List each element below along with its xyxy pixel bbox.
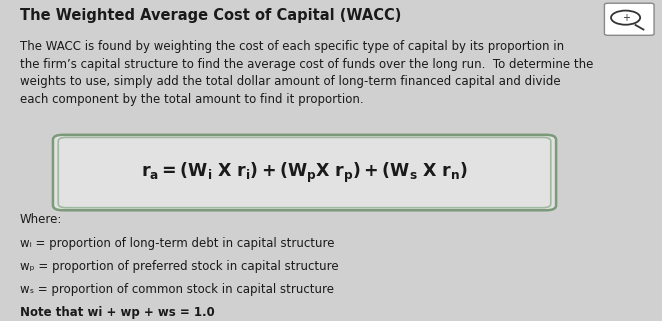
Text: Note that wi + wp + ws = 1.0: Note that wi + wp + ws = 1.0 (20, 306, 214, 319)
Text: The WACC is found by weighting the cost of each specific type of capital by its : The WACC is found by weighting the cost … (20, 40, 593, 106)
Text: wᵢ = proportion of long-term debt in capital structure: wᵢ = proportion of long-term debt in cap… (20, 237, 334, 249)
Text: $\mathbf{r_a = (W_i\ X\ r_i) + (W_p X\ r_p) + (W_s\ X\ r_n)}$: $\mathbf{r_a = (W_i\ X\ r_i) + (W_p X\ r… (141, 160, 468, 185)
Text: wₚ = proportion of preferred stock in capital structure: wₚ = proportion of preferred stock in ca… (20, 260, 338, 273)
Text: Where:: Where: (20, 213, 62, 225)
FancyBboxPatch shape (604, 3, 654, 35)
Text: The Weighted Average Cost of Capital (WACC): The Weighted Average Cost of Capital (WA… (20, 8, 401, 23)
Text: wₛ = proportion of common stock in capital structure: wₛ = proportion of common stock in capit… (20, 283, 334, 296)
Text: +: + (622, 13, 630, 23)
FancyBboxPatch shape (53, 135, 556, 210)
FancyBboxPatch shape (58, 137, 551, 208)
